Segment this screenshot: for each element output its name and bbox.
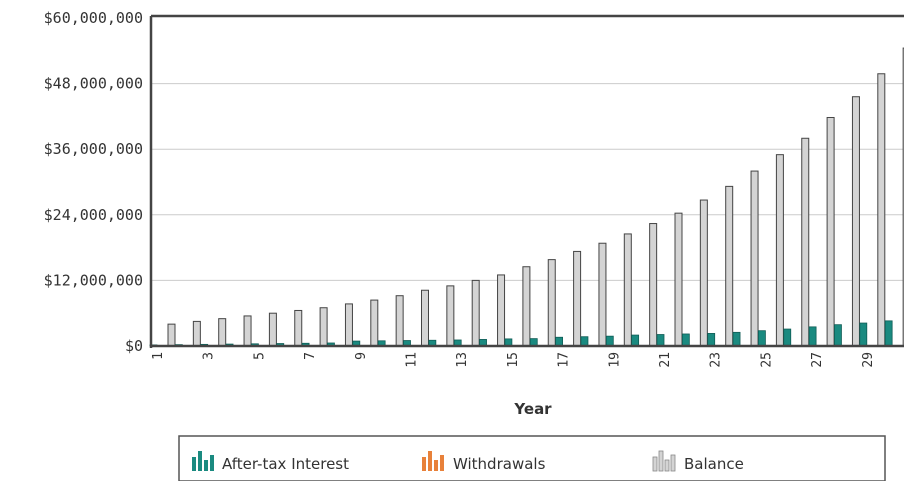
legend: After-tax Interest Withdrawals Balance <box>178 435 886 481</box>
gridlines <box>151 83 904 281</box>
x-tick-label: 23 <box>709 352 724 368</box>
bar-balance <box>319 307 328 347</box>
bar-balance <box>851 96 860 347</box>
bar-balance <box>167 323 176 347</box>
bar-balance <box>192 320 201 347</box>
axes <box>149 14 904 348</box>
bar-balance <box>497 274 506 347</box>
x-axis-title: Year <box>513 400 552 418</box>
bar-after-tax-interest <box>605 335 614 347</box>
y-tick-label: $60,000,000 <box>44 9 143 27</box>
x-tick-label: 17 <box>557 352 572 368</box>
x-tick-label: 9 <box>354 352 369 360</box>
bar-balance <box>801 137 810 347</box>
bar-balance <box>598 242 607 347</box>
bar-after-tax-interest <box>656 334 665 347</box>
bar-after-tax-interest <box>707 333 716 347</box>
bar-after-tax-interest <box>808 326 817 347</box>
legend-item-withdrawals[interactable]: Withdrawals <box>422 451 546 473</box>
bar-chart-icon <box>652 450 676 472</box>
bar-after-tax-interest <box>732 331 741 347</box>
bar-balance <box>877 73 886 347</box>
x-tick-label: 19 <box>607 352 622 368</box>
bar-balance <box>522 266 531 347</box>
bar-balance <box>218 318 227 347</box>
bar-balance <box>573 250 582 347</box>
legend-item-balance[interactable]: Balance <box>652 450 744 473</box>
bar-balance <box>547 259 556 347</box>
legend-box <box>178 435 886 481</box>
y-tick-label: $36,000,000 <box>44 140 143 158</box>
x-tick-label: 21 <box>658 352 673 368</box>
x-tick-label: 27 <box>810 352 825 368</box>
y-tick-label: $24,000,000 <box>44 206 143 224</box>
bar-balance <box>623 233 632 347</box>
x-tick-label: 5 <box>252 352 267 360</box>
bar-balance <box>826 116 835 347</box>
y-tick-label: $48,000,000 <box>44 75 143 93</box>
bar-after-tax-interest <box>555 336 563 347</box>
bar-balance <box>421 289 429 347</box>
bar-balance <box>775 154 784 347</box>
bar-chart-icon <box>422 451 444 471</box>
bar-balance <box>725 185 734 347</box>
x-tick-label: 15 <box>506 352 521 368</box>
bar-balance <box>674 212 683 347</box>
bar-after-tax-interest <box>631 334 640 347</box>
bar-after-tax-interest <box>859 322 868 347</box>
bar-after-tax-interest <box>783 328 792 347</box>
x-tick-label: 7 <box>303 352 318 360</box>
legend-label-after-tax-interest: After-tax Interest <box>222 455 349 473</box>
bar-after-tax-interest <box>834 324 842 347</box>
bar-balance <box>344 303 353 347</box>
x-tick-label: 1 <box>151 352 166 360</box>
bars <box>149 47 904 347</box>
bar-balance <box>243 315 252 347</box>
bar-balance <box>699 199 708 347</box>
x-axis-ticks: 1 3 5 7 9 11 13 15 17 19 21 23 25 27 29 <box>151 352 876 368</box>
bar-after-tax-interest <box>681 333 690 347</box>
y-tick-label: $12,000,000 <box>44 271 143 289</box>
x-tick-label: 11 <box>405 352 420 368</box>
bar-balance <box>395 295 404 347</box>
bar-after-tax-interest <box>884 320 893 347</box>
bar-balance <box>471 279 480 347</box>
legend-label-balance: Balance <box>684 455 744 473</box>
bar-balance <box>750 170 759 347</box>
bar-balance <box>446 285 455 347</box>
bar-balance <box>294 309 303 347</box>
legend-item-after-tax-interest[interactable]: After-tax Interest <box>192 451 349 473</box>
bar-balance <box>268 312 277 347</box>
x-tick-label: 29 <box>861 352 876 368</box>
bar-chart-icon <box>192 451 214 471</box>
bar-balance <box>649 223 658 347</box>
y-axis-ticks: $0 $12,000,000 $24,000,000 $36,000,000 $48,0… <box>44 9 143 355</box>
legend-label-withdrawals: Withdrawals <box>453 455 546 473</box>
bar-after-tax-interest <box>580 336 589 347</box>
bar-balance <box>370 299 379 347</box>
x-tick-label: 25 <box>759 352 774 368</box>
bar-after-tax-interest <box>758 330 766 347</box>
x-tick-label: 3 <box>202 352 217 360</box>
y-tick-label: $0 <box>125 337 143 355</box>
x-tick-label: 13 <box>455 352 470 368</box>
